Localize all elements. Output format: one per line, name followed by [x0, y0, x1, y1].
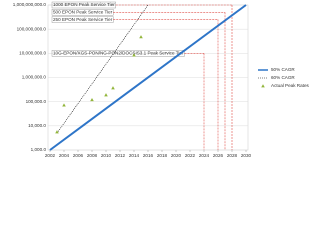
data-point [111, 86, 115, 90]
y-tick-label: 1,000,000.0 [22, 75, 47, 80]
x-tick-label: 2010 [101, 153, 112, 158]
y-tick-label: 10,000.0 [28, 123, 46, 128]
x-tick-label: 2020 [171, 153, 182, 158]
series-line [56, 4, 149, 134]
chart: 1,000.0 10,000.0 100,000.0 1,000,000.0 10,00… [13, 1, 309, 158]
x-tick-label: 2026 [213, 153, 224, 158]
x-tick-label: 2018 [157, 153, 168, 158]
data-point [132, 53, 136, 57]
x-tick-label: 2028 [227, 153, 238, 158]
y-tick-label: 100,000.0 [26, 99, 47, 104]
tier-label: 250 EPON Peak Service Tier [53, 17, 113, 22]
x-tick-label: 2022 [185, 153, 196, 158]
data-point [55, 130, 59, 134]
x-tick-label: 2024 [199, 153, 210, 158]
x-tick-label: 2014 [129, 153, 140, 158]
x-tick-label: 2016 [143, 153, 154, 158]
legend-label: 60% CAGR [271, 75, 295, 80]
x-tick-label: 2004 [59, 153, 70, 158]
legend-label: 50% CAGR [271, 67, 295, 72]
data-point [139, 35, 143, 39]
data-point [104, 93, 108, 97]
legend-label: Actual Peak Rates [271, 83, 309, 88]
y-tick-label: 100,000,000.0 [17, 26, 47, 31]
x-tick-label: 2030 [241, 153, 252, 158]
y-tick-label: 1,000,000,000.0 [13, 2, 47, 7]
data-point [90, 97, 94, 102]
tier-label: 10G-EPON/XGS-PON/NG-PON2/DOCSIS3.1 Peak … [53, 51, 184, 56]
tier-label: 500 EPON Peak Service Tier [53, 9, 113, 14]
x-tick-label: 2012 [115, 153, 126, 158]
y-tick-label: 1,000.0 [31, 147, 47, 152]
legend-swatch [261, 84, 265, 88]
data-point [62, 103, 66, 107]
x-tick-label: 2008 [87, 153, 98, 158]
y-tick-label: 10,000,000.0 [19, 51, 46, 56]
x-tick-label: 2002 [45, 153, 56, 158]
x-tick-label: 2006 [73, 153, 84, 158]
tier-label: 1000 EPON Peak Service Tier [53, 2, 115, 7]
series-line [49, 4, 247, 151]
